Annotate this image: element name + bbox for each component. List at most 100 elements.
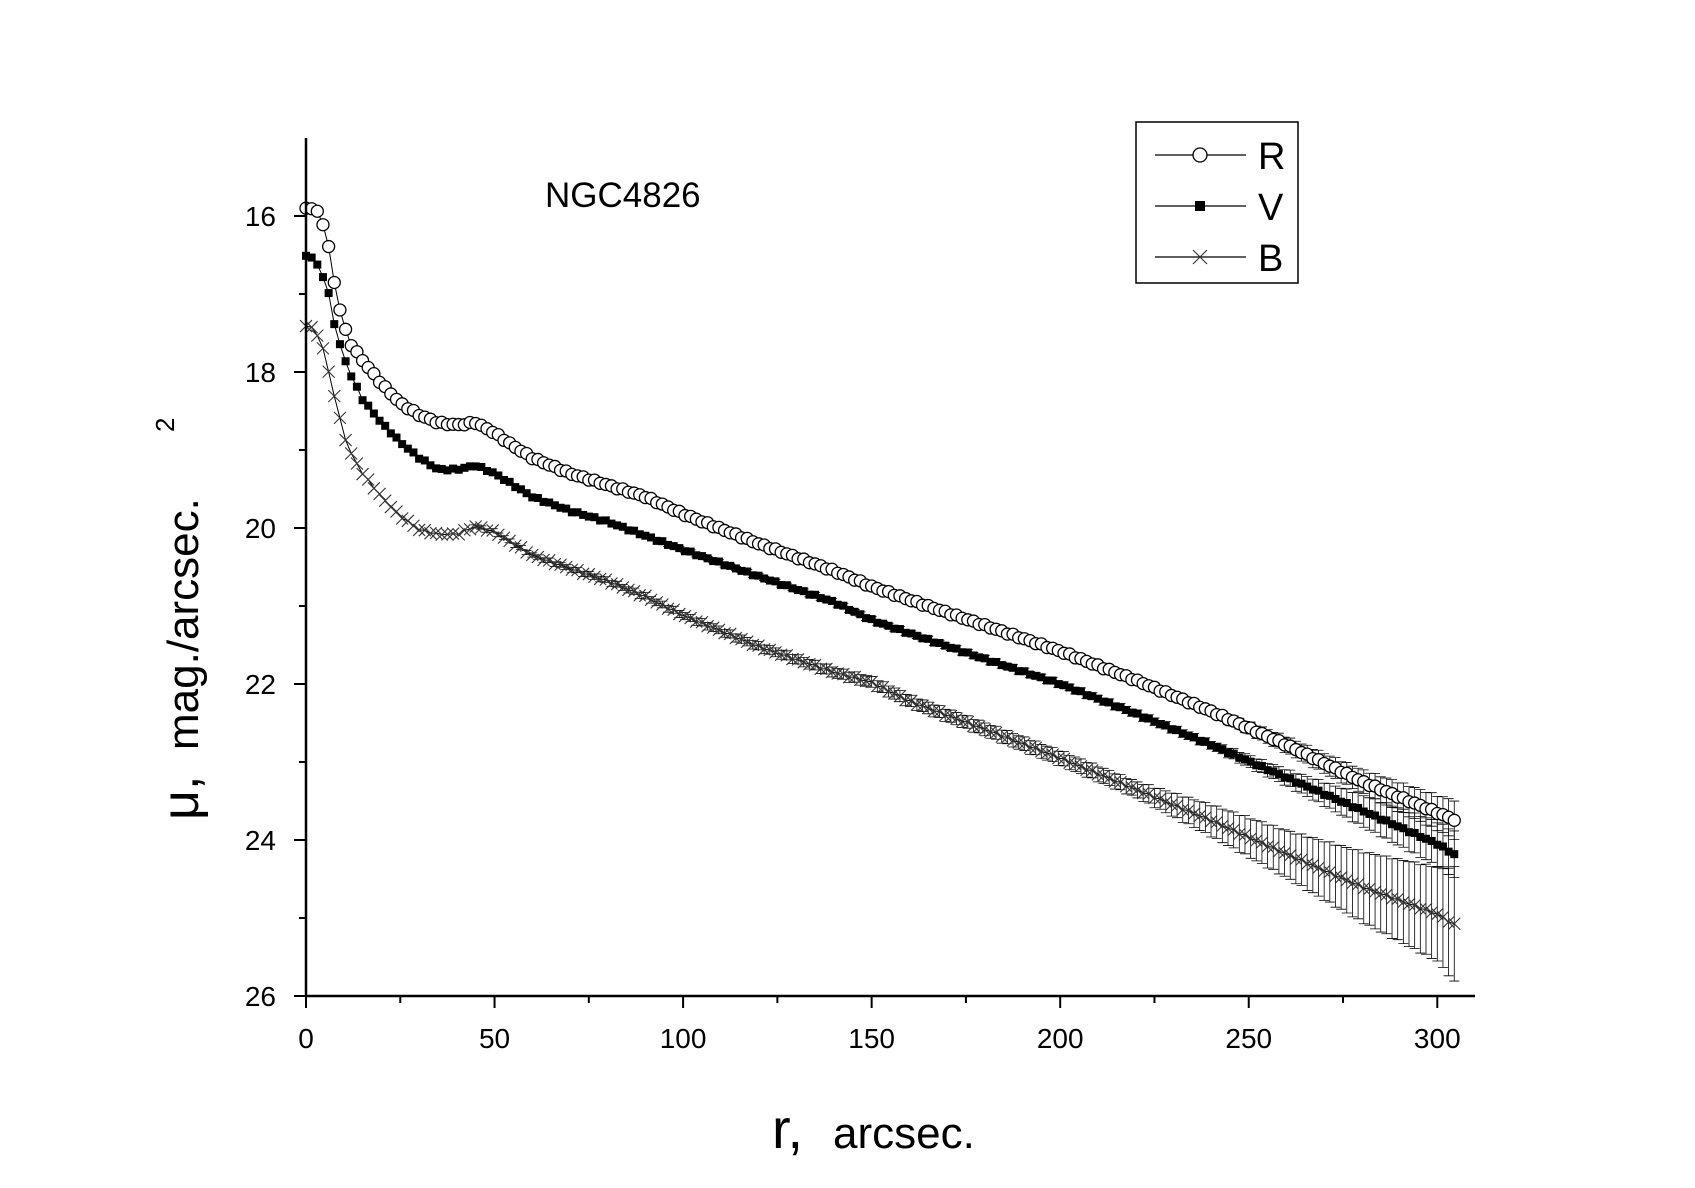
y-tick-label: 24 <box>245 825 276 856</box>
data-point-V <box>460 463 469 472</box>
data-point-B <box>995 730 1009 744</box>
data-point-V <box>833 600 842 609</box>
data-point-V <box>1450 850 1459 859</box>
data-point-V <box>929 638 938 647</box>
data-point-V <box>1325 791 1334 800</box>
data-point-B <box>576 567 590 581</box>
data-point-B <box>1114 775 1127 789</box>
data-point-V <box>720 561 729 570</box>
data-point-B <box>1385 892 1399 906</box>
data-point-V <box>1042 676 1051 685</box>
data-point-V <box>794 586 803 595</box>
data-point-B <box>1289 852 1303 866</box>
data-point-B <box>1080 763 1093 777</box>
data-point-V <box>579 510 588 519</box>
data-point-V <box>680 547 689 556</box>
data-point-V <box>1257 762 1266 771</box>
data-point-B <box>605 577 618 590</box>
data-point-V <box>1110 702 1119 711</box>
data-point-V <box>347 372 356 381</box>
data-point-B <box>780 648 794 662</box>
data-point-B <box>712 623 726 637</box>
data-point-B <box>1136 786 1150 800</box>
data-point-V <box>799 587 808 596</box>
data-point-R <box>1447 813 1461 827</box>
data-point-B <box>435 528 449 541</box>
data-point-B <box>1210 815 1224 829</box>
data-point-V <box>567 508 576 517</box>
data-point-V <box>449 464 458 473</box>
data-point-B <box>384 500 398 514</box>
data-point-V <box>1416 832 1425 841</box>
data-point-V <box>488 468 497 477</box>
data-point-V <box>697 552 706 561</box>
data-point-V <box>1303 782 1312 791</box>
data-point-V <box>777 581 786 590</box>
data-point-B <box>1085 764 1099 777</box>
data-point-V <box>647 533 656 542</box>
data-point-B <box>1413 902 1427 916</box>
data-point-V <box>466 462 475 471</box>
data-point-B <box>870 679 884 693</box>
data-point-V <box>528 493 537 502</box>
data-point-B <box>1419 902 1433 916</box>
data-point-B <box>746 638 760 652</box>
data-point-B <box>361 473 375 486</box>
data-point-V <box>822 595 831 604</box>
y-axis-label-mu: μ, <box>152 776 210 820</box>
data-point-V <box>1297 779 1306 788</box>
axes: 0 50 100 150 200 250 300 16 18 20 22 24 26 <box>245 138 1475 1054</box>
data-point-B <box>1408 898 1422 912</box>
data-point-B <box>1238 828 1252 842</box>
legend-box <box>1135 121 1299 284</box>
data-point-V <box>415 454 424 463</box>
data-point-B <box>1329 869 1342 883</box>
data-point-B <box>927 704 941 718</box>
data-point-B <box>486 524 500 537</box>
data-point-V <box>1229 749 1238 758</box>
data-point-V <box>664 540 673 549</box>
data-point-B <box>865 675 879 689</box>
data-point-V <box>454 465 463 474</box>
data-point-V <box>392 433 401 442</box>
data-point-V <box>856 610 865 619</box>
data-point-V <box>1088 692 1097 701</box>
data-point-B <box>695 615 709 629</box>
series-R <box>299 201 1461 840</box>
data-point-V <box>1173 726 1182 735</box>
data-point-V <box>986 657 995 666</box>
data-point-B <box>503 534 517 548</box>
data-point-B <box>910 698 924 712</box>
data-point-B <box>1447 917 1461 931</box>
data-point-B <box>1261 840 1274 853</box>
y-tick-label: 16 <box>245 201 276 232</box>
data-point-B <box>1204 815 1218 828</box>
data-point-V <box>1393 822 1402 831</box>
data-point-B <box>322 365 336 379</box>
data-point-V <box>590 513 599 522</box>
data-point-B <box>1182 804 1195 817</box>
data-point-B <box>316 342 330 355</box>
data-point-V <box>1421 834 1430 843</box>
data-point-V <box>839 601 848 610</box>
data-point-V <box>788 584 797 593</box>
data-point-V <box>398 440 407 449</box>
data-point-V <box>1438 842 1447 851</box>
data-point-V <box>1144 714 1153 723</box>
data-point-B <box>831 667 845 680</box>
data-point-V <box>641 531 650 540</box>
data-point-V <box>1286 774 1295 783</box>
data-point-B <box>599 573 613 586</box>
data-point-V <box>420 456 429 465</box>
data-point-B <box>593 572 607 586</box>
data-point-V <box>1201 737 1210 746</box>
data-point-V <box>782 581 791 590</box>
data-point-B <box>1142 787 1156 801</box>
chart-title: NGC4826 <box>545 176 701 215</box>
data-point-B <box>401 514 415 528</box>
data-point-V <box>1037 673 1046 682</box>
data-point-V <box>562 504 571 513</box>
data-point-V <box>1331 795 1340 804</box>
data-point-V <box>1139 713 1148 722</box>
data-point-V <box>1280 773 1289 782</box>
